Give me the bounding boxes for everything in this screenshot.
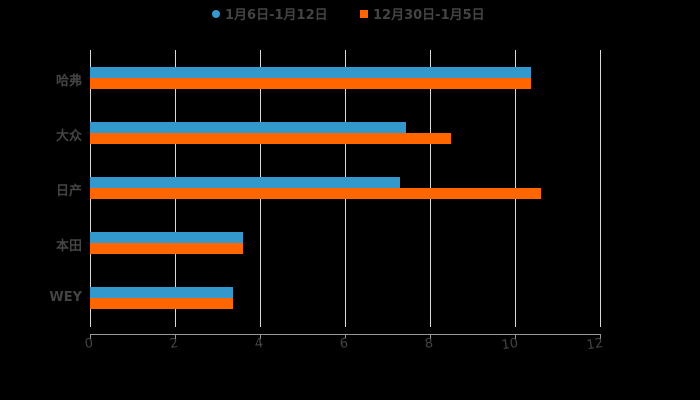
bar[interactable] bbox=[90, 177, 400, 188]
axis-tick bbox=[345, 334, 346, 339]
bar[interactable] bbox=[90, 67, 531, 78]
y-category-label: 大众 bbox=[55, 129, 82, 144]
bar[interactable] bbox=[90, 188, 541, 199]
legend-label: 12月30日-1月5日 bbox=[373, 8, 485, 23]
x-axis-line bbox=[90, 334, 601, 335]
axis-tick bbox=[430, 334, 431, 339]
legend-item-week-jan6[interactable]: 1月6日-1月12日 bbox=[212, 4, 328, 23]
x-tick-label: 0 bbox=[83, 336, 95, 353]
legend-label: 1月6日-1月12日 bbox=[225, 8, 328, 23]
bar[interactable] bbox=[90, 298, 233, 309]
gridline bbox=[600, 50, 601, 327]
bar[interactable] bbox=[90, 133, 451, 144]
axis-tick bbox=[260, 334, 261, 339]
axis-tick bbox=[90, 334, 91, 339]
x-tick-label: 2 bbox=[168, 336, 180, 353]
bar[interactable] bbox=[90, 287, 233, 298]
x-tick-label: 4 bbox=[253, 336, 265, 353]
x-tick-label: 10 bbox=[500, 336, 520, 354]
bar[interactable] bbox=[90, 122, 406, 133]
y-category-label: 本田 bbox=[55, 239, 82, 254]
legend-square-icon bbox=[360, 9, 368, 18]
bar[interactable] bbox=[90, 232, 243, 243]
y-category-label: 哈弗 bbox=[55, 74, 82, 89]
y-category-label: WEY bbox=[49, 290, 82, 305]
axis-tick bbox=[515, 334, 516, 339]
bar[interactable] bbox=[90, 78, 531, 89]
x-tick-label: 8 bbox=[423, 336, 435, 353]
y-category-label: 日产 bbox=[55, 184, 82, 199]
x-tick-label: 6 bbox=[338, 336, 350, 353]
legend-item-week-dec30[interactable]: 12月30日-1月5日 bbox=[360, 4, 485, 23]
chart-legend: 1月6日-1月12日 12月30日-1月5日 bbox=[0, 4, 700, 24]
bar[interactable] bbox=[90, 243, 243, 254]
axis-tick bbox=[175, 334, 176, 339]
legend-circle-icon bbox=[212, 9, 220, 18]
x-tick-label: 12 bbox=[585, 336, 605, 354]
axis-tick bbox=[600, 334, 601, 339]
